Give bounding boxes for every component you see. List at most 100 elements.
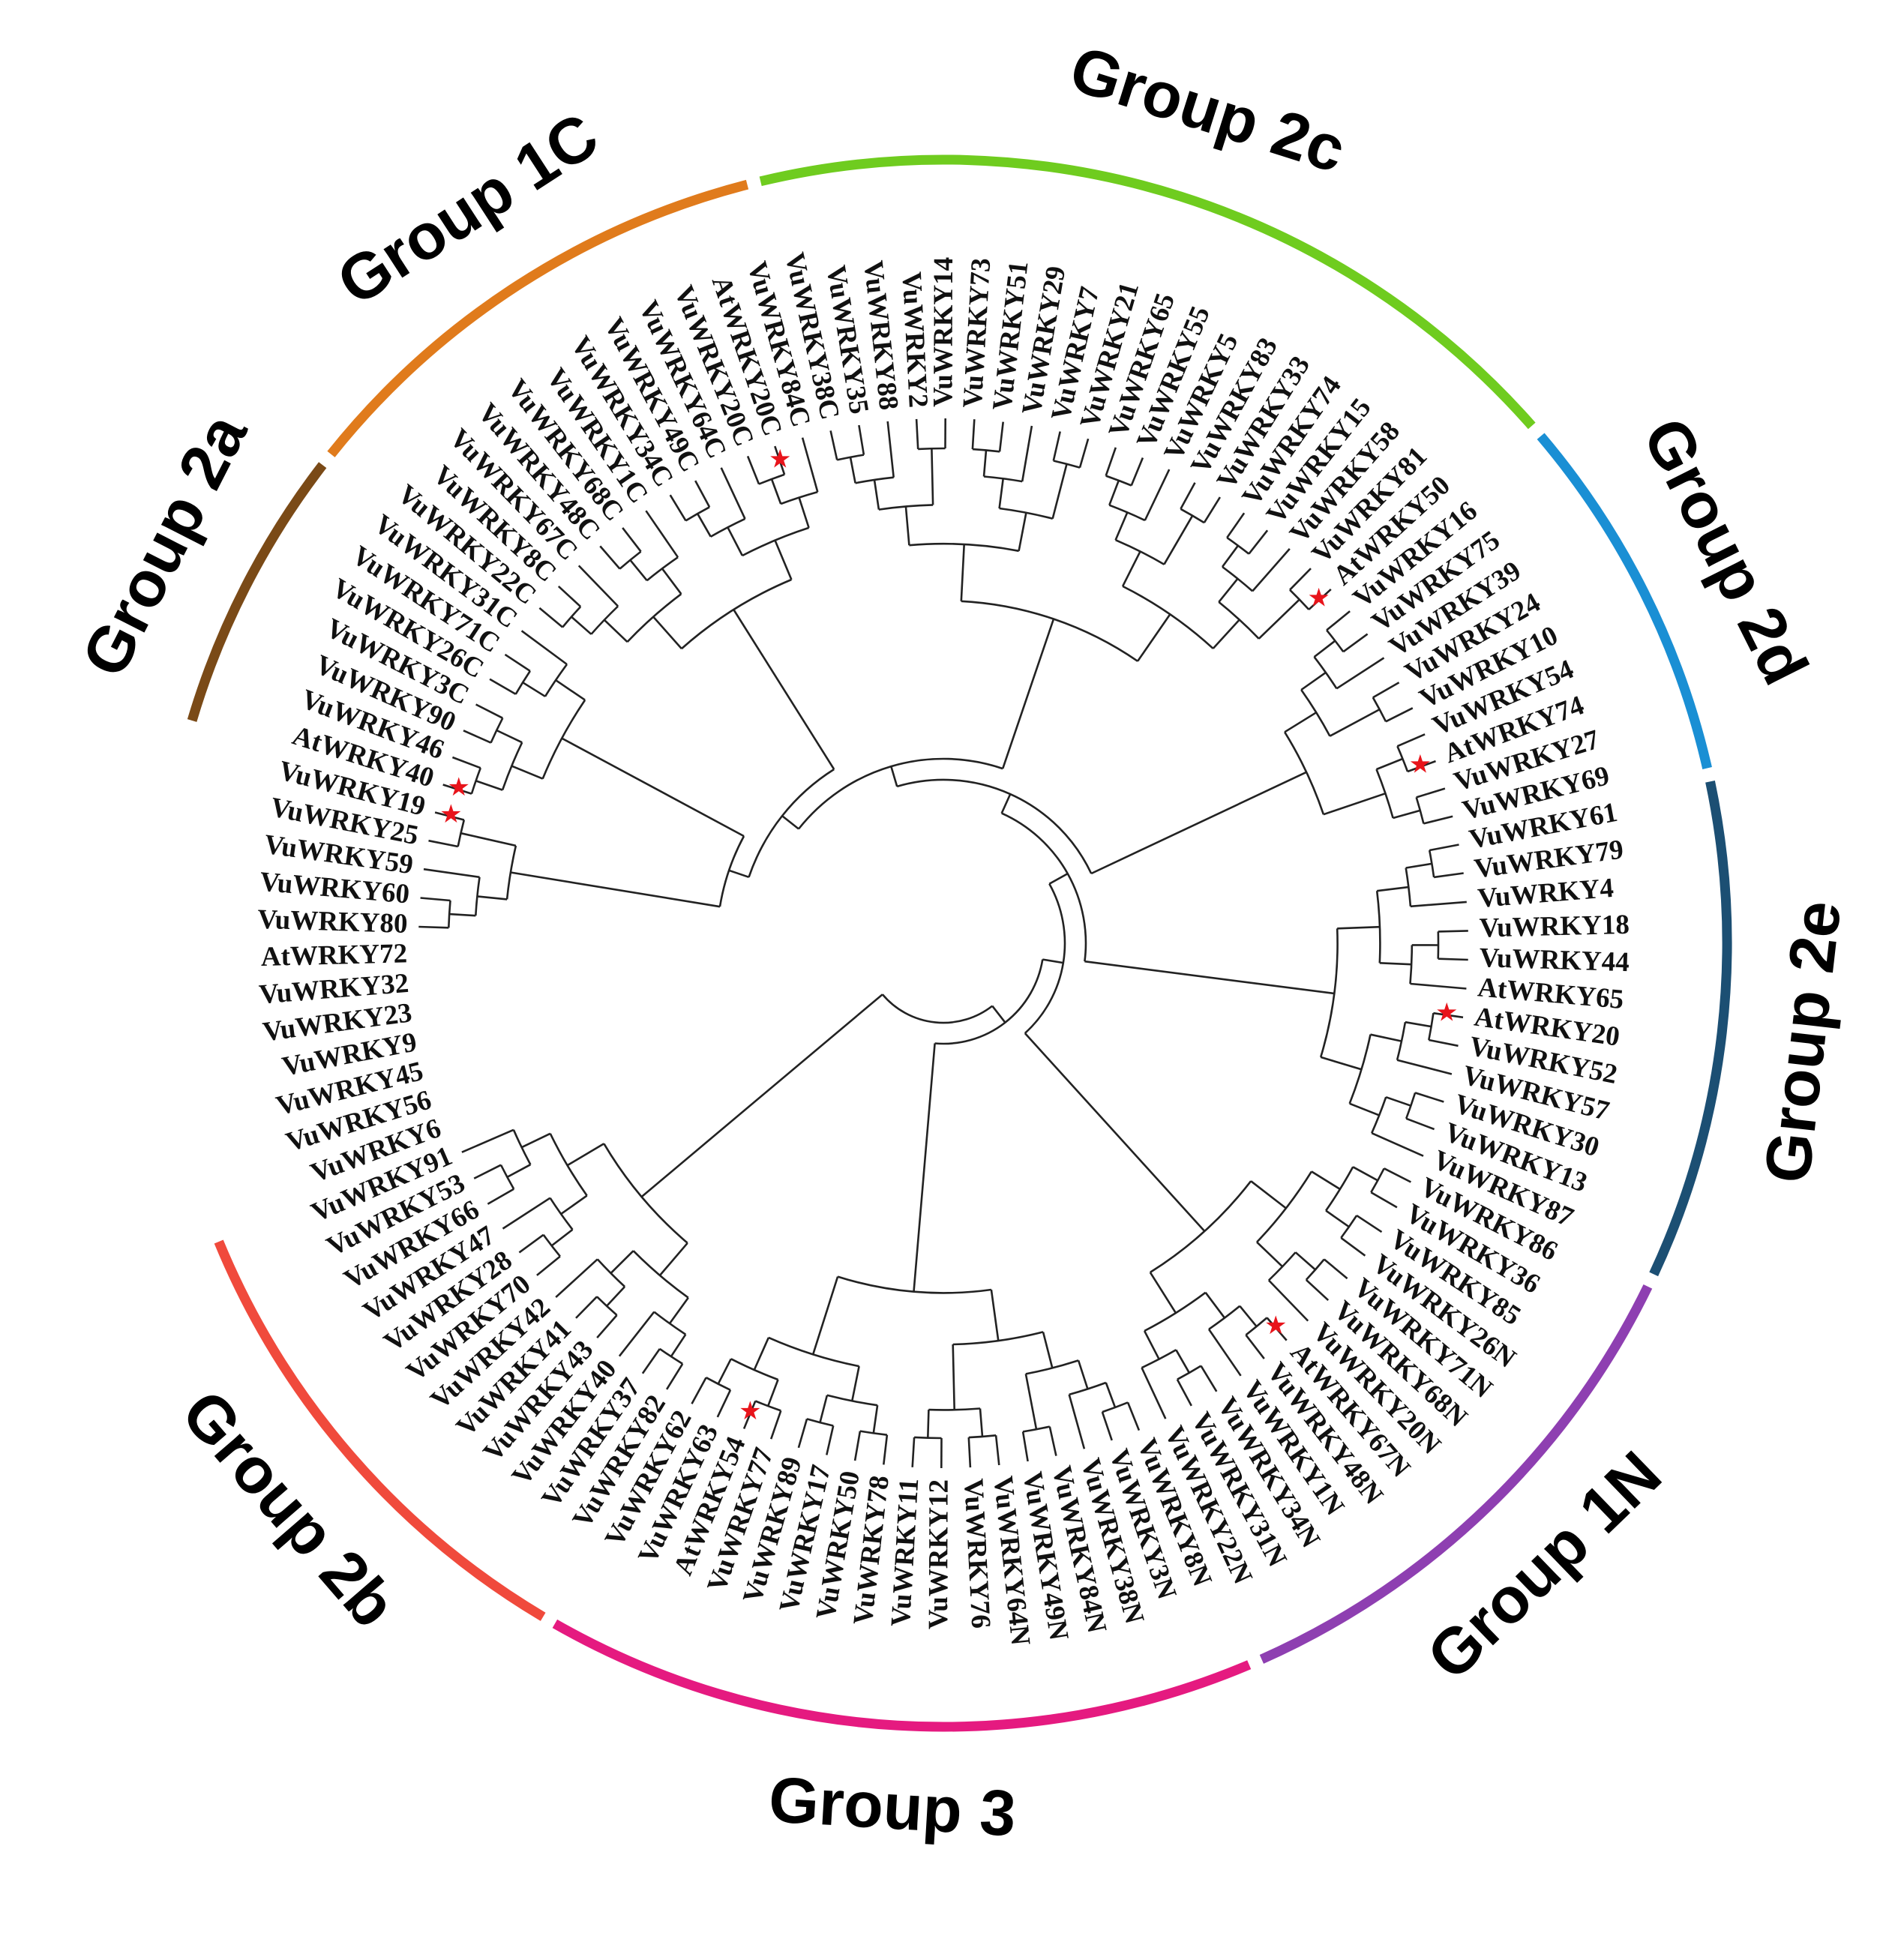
tree-branch	[1176, 1379, 1192, 1407]
tree-branch	[665, 1363, 684, 1390]
tree-branches	[418, 418, 1468, 1469]
tree-branch	[1396, 1059, 1453, 1075]
tree-branch	[463, 730, 492, 744]
group-arc-g2a	[187, 462, 327, 722]
tree-branch	[1267, 1279, 1309, 1322]
tree-branch	[1433, 1011, 1464, 1019]
leaf-label: VuWRKY76	[958, 1478, 996, 1629]
group-label-g1n: Group 1N	[1414, 1437, 1675, 1693]
tree-branch	[1024, 1374, 1038, 1430]
tree-branch	[603, 1143, 688, 1244]
tree-branch	[577, 565, 619, 607]
tree-branch	[555, 679, 586, 701]
tree-branch	[972, 448, 1000, 453]
tree-branch	[1313, 640, 1336, 658]
tree-branch	[511, 765, 544, 780]
tree-branch	[742, 1401, 757, 1429]
tree-branch	[1405, 862, 1432, 869]
tree-branch	[1250, 1180, 1287, 1209]
tree-branch	[811, 1276, 839, 1355]
tree-branch	[1325, 1209, 1350, 1228]
tree-branch	[881, 993, 993, 1024]
tree-branch	[514, 670, 531, 695]
tree-branch	[618, 1311, 655, 1357]
tree-branch	[1252, 548, 1291, 592]
tree-branch	[918, 447, 946, 451]
tree-branch	[705, 1377, 731, 1391]
tree-branch	[646, 556, 679, 582]
tree-branch	[774, 445, 786, 475]
tree-branch	[952, 1344, 955, 1410]
tree-branch	[487, 1188, 514, 1205]
tree-branch	[555, 1258, 598, 1299]
tree-branch	[1114, 511, 1129, 541]
tree-branch	[990, 1289, 1000, 1341]
group-label-g1c: Group 1C	[325, 99, 610, 319]
tree-branch	[442, 784, 472, 795]
tree-branch	[1356, 1215, 1383, 1233]
group-arc-g1n	[1259, 1284, 1653, 1664]
tree-branch	[1428, 1013, 1435, 1041]
tree-branch	[753, 1337, 770, 1371]
tree-branch	[896, 778, 1093, 874]
tree-branch	[1208, 1305, 1241, 1330]
tree-branch	[473, 1164, 502, 1179]
tree-branch	[1200, 1365, 1218, 1392]
tree-branch	[998, 421, 1004, 452]
group-arc-g1c	[327, 179, 749, 457]
leaf-labels: VuWRKY80VuWRKY60VuWRKY59VuWRKY25VuWRKY19…	[257, 250, 1630, 1647]
tree-branch	[1090, 771, 1307, 875]
tree-branch	[1141, 1367, 1167, 1419]
tree-branch	[801, 437, 819, 493]
tree-branch	[590, 605, 619, 635]
tree-branch	[797, 757, 1003, 830]
leaf-label: VuWRKY18	[1479, 910, 1630, 944]
tree-branch	[1024, 883, 1066, 1034]
leaf-label: VuWRKY14	[928, 257, 959, 407]
leaf-label: VuWRKY80	[257, 904, 408, 940]
star-marker-icon: ★	[739, 1398, 761, 1425]
tree-branch	[904, 506, 910, 546]
tree-branch	[1370, 1191, 1398, 1209]
tree-branch	[1289, 568, 1312, 591]
tree-branch	[641, 1348, 661, 1374]
tree-branch	[890, 766, 898, 787]
tree-branch	[418, 925, 449, 929]
tree-branch	[1068, 1394, 1086, 1449]
tree-branch	[1130, 457, 1144, 486]
tree-branch	[883, 1434, 889, 1465]
tree-branch	[781, 815, 799, 830]
tree-branch	[506, 1164, 532, 1179]
tree-branch	[1180, 482, 1196, 510]
tree-branch	[1393, 809, 1421, 820]
tree-branch	[1108, 504, 1146, 522]
tree-branch	[1267, 1251, 1297, 1281]
tree-branch	[661, 568, 682, 595]
tree-branch	[1300, 671, 1327, 691]
tree-branch	[1137, 613, 1171, 662]
tree-branch	[1143, 1330, 1160, 1360]
tree-branch	[873, 479, 880, 510]
tree-branch	[1105, 447, 1117, 477]
tree-branch	[1289, 589, 1310, 610]
tree-branch	[659, 1347, 683, 1365]
tree-branch	[1022, 1425, 1051, 1433]
tree-branch	[1144, 469, 1171, 521]
tree-branch	[1405, 1117, 1435, 1131]
tree-branch	[645, 510, 679, 558]
tree-branch	[619, 550, 642, 570]
tree-branch	[1323, 792, 1386, 816]
tree-branch	[1385, 707, 1414, 723]
tree-branch	[460, 832, 517, 847]
tree-branch	[1405, 868, 1412, 907]
tree-branch	[998, 478, 1004, 509]
tree-branch	[477, 895, 508, 901]
tree-branch	[428, 839, 458, 848]
tree-branch	[1329, 708, 1381, 737]
tree-branch	[983, 475, 1023, 483]
tree-branch	[1222, 565, 1254, 592]
tree-branch	[1323, 1258, 1348, 1280]
tree-branch	[575, 1296, 598, 1319]
tree-branch	[872, 1405, 879, 1434]
tree-branch	[475, 780, 503, 791]
